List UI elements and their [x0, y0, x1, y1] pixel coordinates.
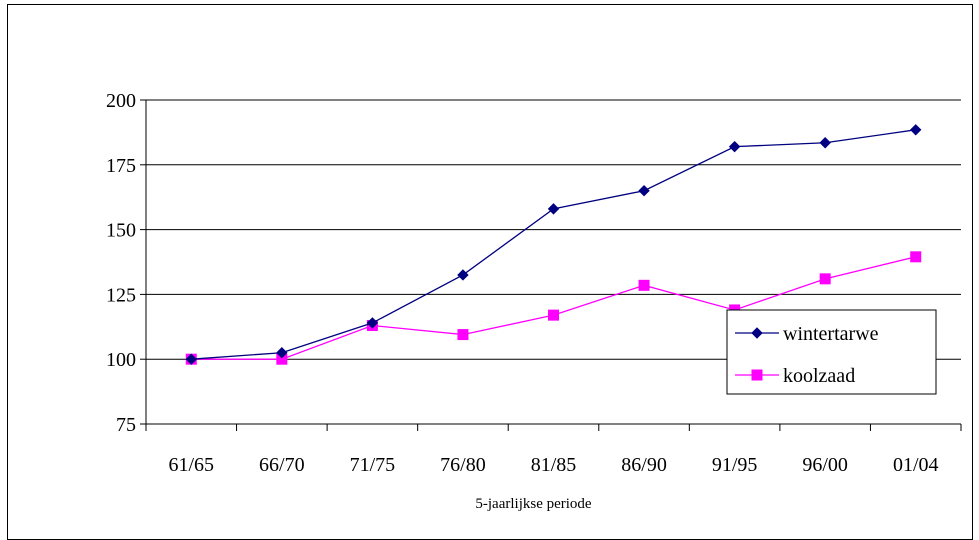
y-tick-label: 100	[106, 349, 136, 371]
x-tick-label: 66/70	[259, 454, 305, 476]
chart-frame	[7, 4, 973, 540]
data-point-wintertarwe	[547, 203, 560, 215]
axes	[140, 99, 962, 431]
series-wintertarwe	[185, 124, 922, 365]
x-tick-label: 96/00	[802, 454, 848, 476]
legend: wintertarwe koolzaad	[726, 309, 937, 395]
tick-labels: 75 100 125 150 175 200 61/65 66/70 71/75 76/80 81/…	[106, 90, 939, 476]
x-tick-label: 71/75	[350, 454, 396, 476]
y-tick-label: 125	[106, 284, 136, 306]
data-point-koolzaad	[819, 273, 831, 285]
x-tick-label: 91/95	[712, 454, 758, 476]
x-tick-label: 86/90	[621, 454, 667, 476]
x-tick-label: 01/04	[893, 454, 939, 476]
data-point-wintertarwe	[638, 185, 650, 197]
data-point-koolzaad	[548, 309, 559, 321]
legend-item-wintertarwe: wintertarwe	[735, 323, 879, 345]
x-axis-title: 5-jaarlijkse periode	[475, 496, 592, 512]
x-tick-label: 81/85	[531, 454, 577, 476]
x-tick-label: 61/65	[168, 454, 214, 476]
data-point-koolzaad	[457, 329, 469, 341]
data-point-wintertarwe	[728, 140, 741, 153]
data-point-koolzaad	[910, 251, 922, 263]
data-point-wintertarwe	[819, 137, 831, 149]
data-point-wintertarwe	[185, 353, 197, 365]
data-point-wintertarwe	[366, 317, 379, 329]
data-point-wintertarwe	[457, 269, 469, 281]
y-tick-label: 75	[116, 414, 136, 436]
legend-item-koolzaad: koolzaad	[735, 365, 855, 387]
data-point-wintertarwe	[276, 347, 288, 359]
series	[185, 124, 922, 365]
data-point-koolzaad	[638, 279, 650, 291]
y-tick-label: 175	[106, 155, 136, 177]
x-tick-label: 76/80	[440, 454, 486, 476]
legend-marker	[751, 327, 763, 339]
legend-marker	[751, 369, 763, 381]
legend-label: wintertarwe	[783, 323, 879, 345]
legend-label: koolzaad	[783, 365, 855, 387]
y-tick-label: 200	[106, 90, 136, 112]
data-point-wintertarwe	[910, 124, 922, 136]
y-tick-label: 150	[106, 220, 136, 242]
